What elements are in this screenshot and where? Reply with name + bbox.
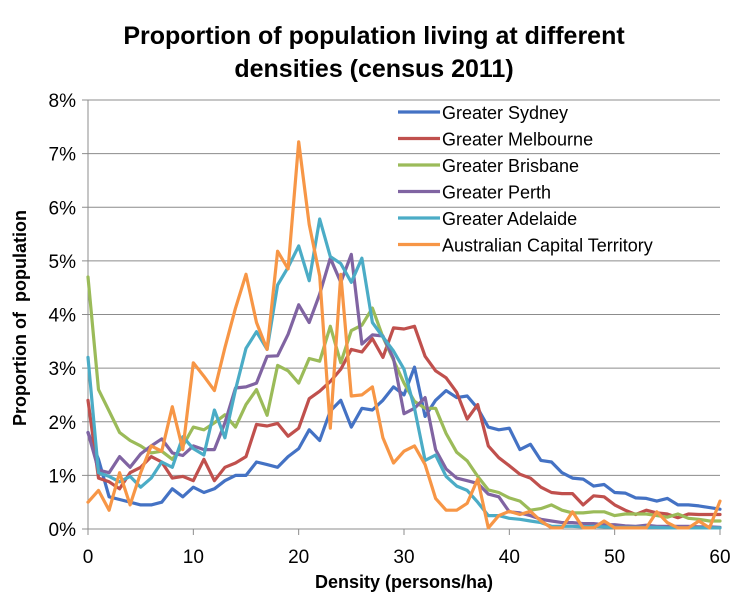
chart-title-line-1: Proportion of population living at diffe… bbox=[123, 22, 625, 50]
y-tick-label: 6% bbox=[49, 198, 77, 219]
y-tick-label: 5% bbox=[49, 252, 77, 273]
x-axis-label: Density (persons/ha) bbox=[315, 572, 493, 592]
legend-item-greater-perth: Greater Perth bbox=[398, 183, 551, 203]
series-line-greater-adelaide bbox=[86, 217, 722, 530]
y-tick-label: 3% bbox=[49, 359, 77, 380]
y-tick-label: 0% bbox=[49, 520, 77, 541]
legend-label: Greater Adelaide bbox=[442, 209, 577, 229]
legend-item-greater-sydney: Greater Sydney bbox=[398, 103, 568, 123]
series-line-greater-brisbane bbox=[86, 275, 722, 523]
legend-item-greater-adelaide: Greater Adelaide bbox=[398, 209, 577, 229]
y-tick-label: 2% bbox=[49, 413, 77, 434]
x-axis-ticks: 0 10 20 30 40 50 60 bbox=[83, 529, 731, 568]
chart-title: Proportion of population living at diffe… bbox=[0, 20, 748, 86]
legend-label: Greater Sydney bbox=[442, 103, 568, 123]
legend: Greater Sydney Greater Melbourne Greater B… bbox=[398, 103, 653, 256]
legend-label: Greater Brisbane bbox=[442, 156, 579, 176]
series-line-greater-sydney bbox=[86, 365, 722, 511]
x-tick-label: 10 bbox=[183, 547, 204, 568]
y-tick-label: 4% bbox=[49, 306, 77, 327]
chart-title-line-2: densities (census 2011) bbox=[234, 55, 514, 83]
x-tick-label: 60 bbox=[709, 547, 730, 568]
x-tick-label: 0 bbox=[83, 547, 94, 568]
gridlines bbox=[88, 99, 720, 476]
series-lines bbox=[86, 140, 722, 530]
legend-label: Australian Capital Territory bbox=[442, 236, 653, 256]
x-tick-label: 30 bbox=[393, 547, 414, 568]
legend-label: Greater Perth bbox=[442, 183, 551, 203]
legend-item-greater-brisbane: Greater Brisbane bbox=[398, 156, 579, 176]
series-line-greater-melbourne bbox=[86, 324, 722, 520]
series-line-australian-capital-territory bbox=[86, 140, 722, 530]
x-tick-label: 20 bbox=[288, 547, 309, 568]
x-tick-label: 50 bbox=[604, 547, 625, 568]
y-axis-label: Proportion of population bbox=[10, 210, 30, 426]
y-tick-label: 1% bbox=[49, 466, 77, 487]
x-tick-label: 40 bbox=[499, 547, 520, 568]
series-line-greater-perth bbox=[86, 252, 722, 530]
legend-label: Greater Melbourne bbox=[442, 130, 593, 150]
y-tick-label: 7% bbox=[49, 145, 77, 166]
y-axis-ticks: 0% 1% 2% 3% 4% 5% 6% 7% 8% bbox=[49, 91, 88, 541]
legend-item-greater-melbourne: Greater Melbourne bbox=[398, 130, 593, 150]
y-tick-label: 8% bbox=[49, 91, 77, 112]
legend-item-australian-capital-territory: Australian Capital Territory bbox=[398, 236, 653, 256]
